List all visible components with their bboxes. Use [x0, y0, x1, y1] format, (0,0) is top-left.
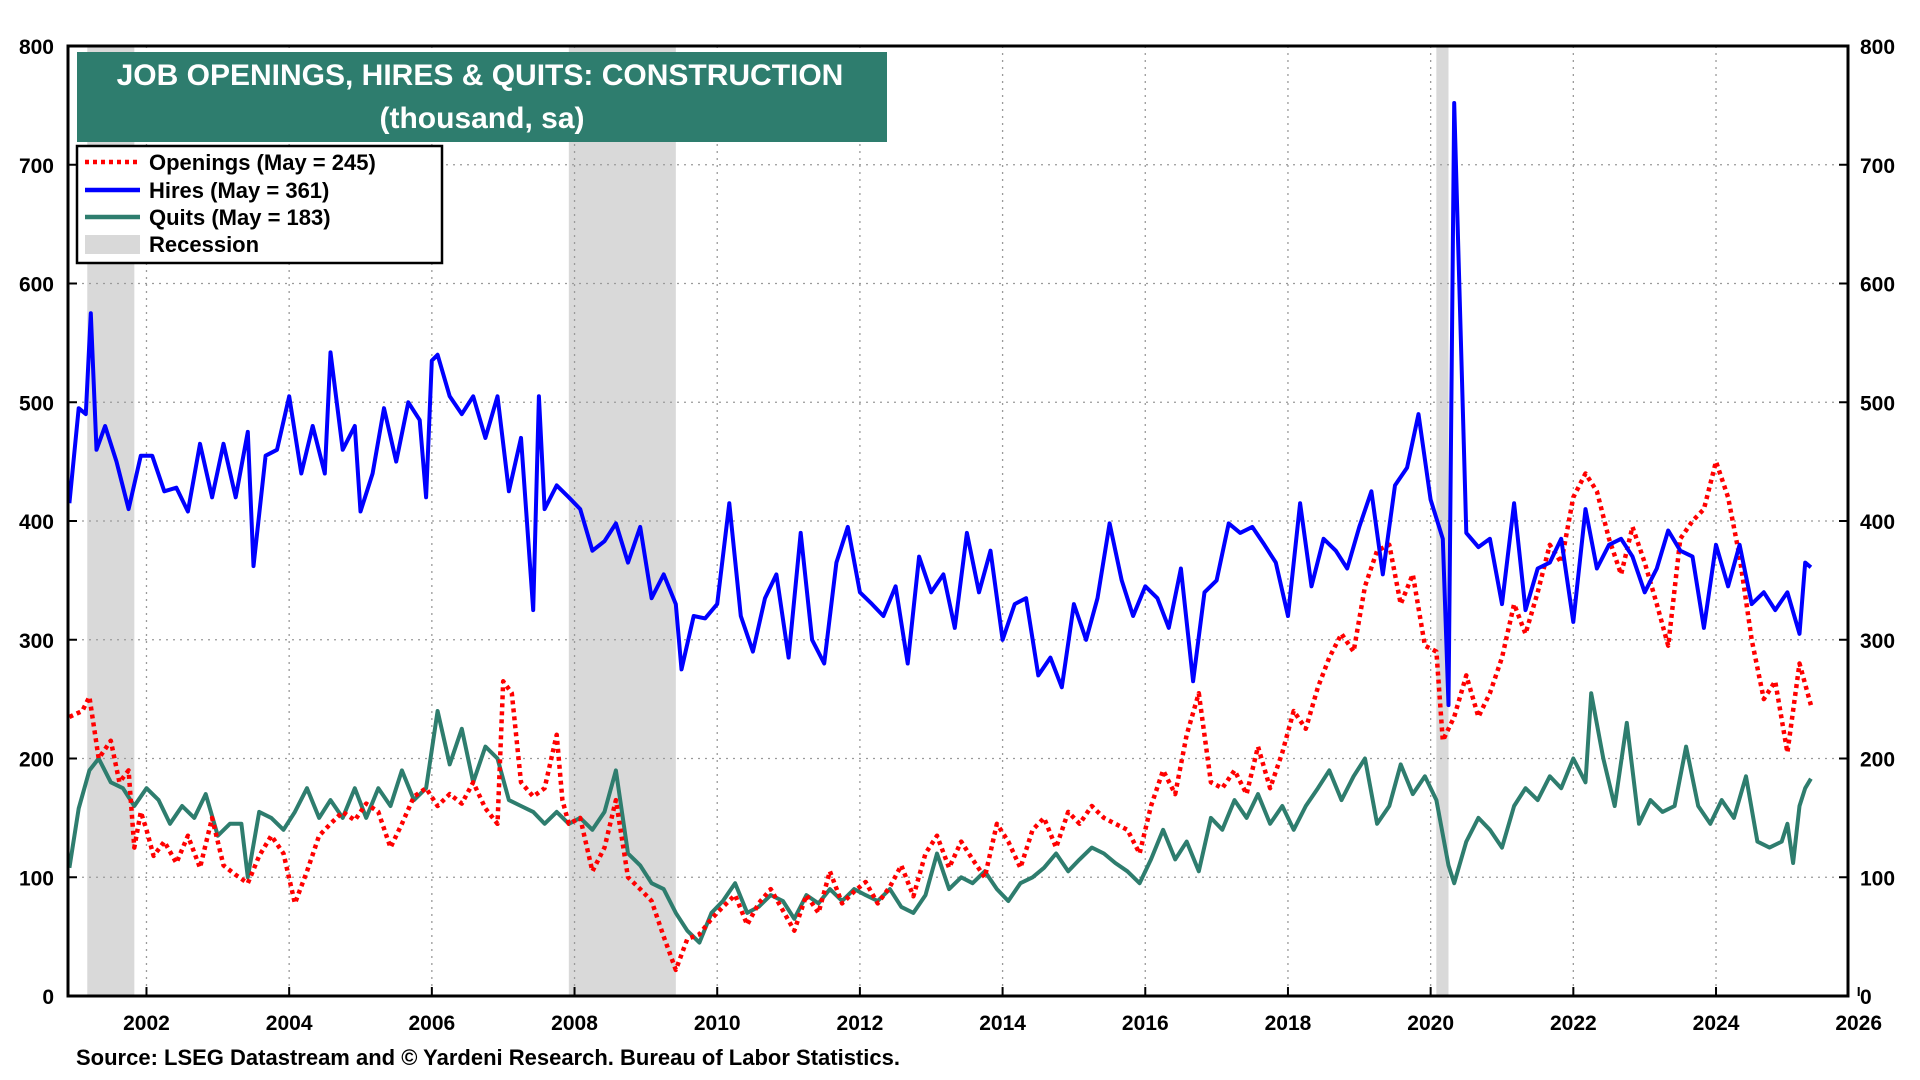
y-tick-label-right-5: 500 — [1860, 392, 1895, 415]
y-tick-label-right-3: 300 — [1860, 630, 1895, 653]
y-tick-label-left-1: 100 — [19, 867, 54, 890]
y-tick-label-left-8: 800 — [19, 36, 54, 59]
x-tick-label-8: 2018 — [1265, 1012, 1312, 1035]
series-line-openings — [68, 459, 1814, 973]
y-tick-label-left-4: 400 — [19, 511, 54, 534]
x-tick-label-3: 2008 — [551, 1012, 598, 1035]
y-tick-label-left-6: 600 — [19, 274, 54, 297]
y-tick-label-right-4: 400 — [1860, 511, 1895, 534]
x-tick-label-4: 2010 — [694, 1012, 741, 1035]
x-tick-label-9: 2020 — [1407, 1012, 1454, 1035]
source-note: Source: LSEG Datastream and © Yardeni Re… — [76, 1045, 900, 1070]
y-tick-label-left-3: 300 — [19, 630, 54, 653]
legend-label-hires: Hires (May = 361) — [149, 178, 329, 203]
series-line-quits — [67, 691, 1813, 945]
y-tick-label-right-7: 700 — [1860, 155, 1895, 178]
series-lines — [67, 101, 1814, 973]
x-tick-label-5: 2012 — [837, 1012, 884, 1035]
y-tick-label-right-1: 100 — [1860, 867, 1895, 890]
legend: Openings (May = 245) Hires (May = 361) Q… — [75, 144, 444, 265]
title-background — [77, 52, 887, 142]
y-tick-label-right-2: 200 — [1860, 749, 1895, 772]
y-tick-label-left-0: 0 — [42, 986, 54, 1009]
y-tick-label-left-2: 200 — [19, 749, 54, 772]
x-tick-label-0: 2002 — [123, 1012, 170, 1035]
x-tick-label-6: 2014 — [979, 1012, 1026, 1035]
legend-label-recession: Recession — [149, 232, 259, 257]
series-line-hires — [67, 101, 1813, 708]
chart-subtitle: (thousand, sa) — [379, 102, 584, 135]
x-tick-label-1: 2004 — [266, 1012, 313, 1035]
recession-band-2 — [1436, 46, 1449, 996]
chart-title-box: JOB OPENINGS, HIRES & QUITS: CONSTRUCTIO… — [77, 52, 887, 142]
x-tick-label-12: 2026 — [1835, 1012, 1882, 1035]
legend-swatch-recession — [85, 235, 140, 254]
y-tick-label-left-7: 700 — [19, 155, 54, 178]
y-tick-label-right-6: 600 — [1860, 274, 1895, 297]
y-tick-label-right-0: 0 — [1860, 986, 1872, 1009]
axis-ticks: 0 0 100 100 200 200 300 300 400 400 500 500 600 600 70… — [19, 36, 1895, 1035]
legend-label-openings: Openings (May = 245) — [149, 150, 376, 175]
y-tick-label-right-8: 800 — [1860, 36, 1895, 59]
x-tick-label-10: 2022 — [1550, 1012, 1597, 1035]
x-tick-label-2: 2006 — [408, 1012, 455, 1035]
legend-label-quits: Quits (May = 183) — [149, 205, 331, 230]
chart-title: JOB OPENINGS, HIRES & QUITS: CONSTRUCTIO… — [117, 59, 844, 92]
y-tick-label-left-5: 500 — [19, 392, 54, 415]
x-tick-label-7: 2016 — [1122, 1012, 1169, 1035]
x-tick-label-11: 2024 — [1693, 1012, 1740, 1035]
